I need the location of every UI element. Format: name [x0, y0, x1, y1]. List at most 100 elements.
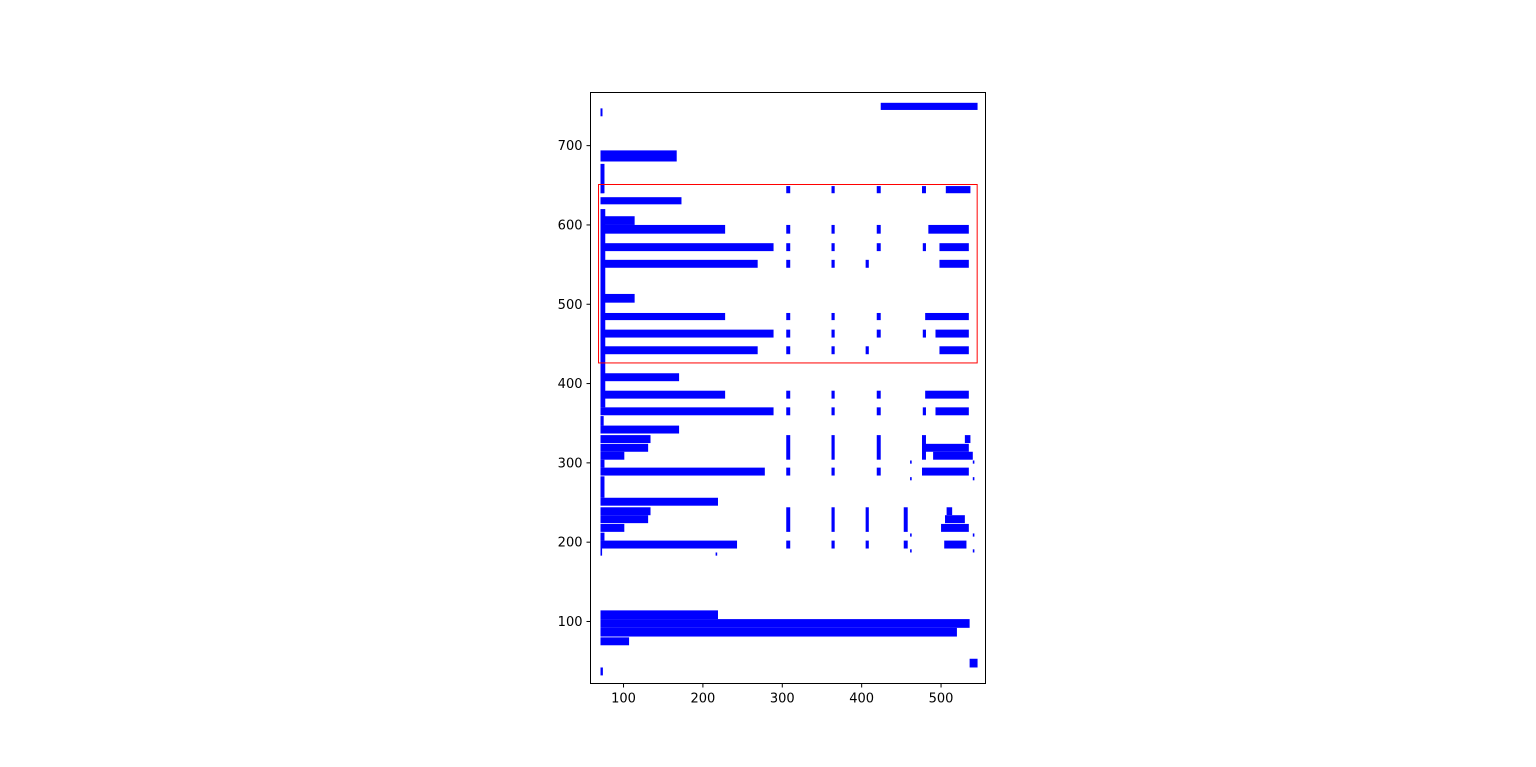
- rect-mark: [600, 435, 651, 444]
- rect-mark: [786, 346, 791, 355]
- rect-mark: [600, 243, 774, 252]
- y-tick-label: 700: [558, 139, 583, 154]
- rect-mark: [935, 407, 969, 416]
- rect-mark: [600, 197, 682, 205]
- rect-mark: [600, 373, 680, 382]
- rect-mark: [600, 108, 603, 117]
- rect-mark: [876, 407, 881, 416]
- rect-mark: [600, 329, 774, 338]
- rect-mark: [600, 346, 758, 355]
- rect-mark: [600, 467, 765, 476]
- rect-mark: [786, 540, 791, 549]
- rect-mark: [786, 507, 791, 532]
- rect-mark: [972, 460, 975, 464]
- rect-mark: [922, 243, 926, 252]
- rect-mark: [831, 507, 835, 532]
- rect-mark: [600, 459, 605, 468]
- x-tick-label: 200: [690, 692, 715, 707]
- rect-mark: [876, 390, 881, 399]
- x-tick-label: 300: [770, 692, 795, 707]
- rect-mark: [939, 243, 969, 252]
- x-tick-label: 400: [849, 692, 874, 707]
- rect-mark: [941, 523, 969, 532]
- y-tick-label: 600: [558, 218, 583, 233]
- rect-mark: [600, 610, 718, 620]
- y-tick-label: 500: [558, 298, 583, 313]
- rect-mark: [786, 259, 791, 268]
- rect-mark: [831, 259, 835, 268]
- rect-mark: [939, 346, 969, 355]
- rect-mark: [831, 540, 835, 549]
- rect-mark: [786, 467, 791, 476]
- rect-mark: [600, 293, 635, 303]
- rect-mark: [921, 467, 969, 476]
- rect-mark: [910, 533, 912, 537]
- rect-mark: [600, 259, 758, 268]
- rect-mark: [600, 532, 605, 541]
- rect-mark: [972, 549, 975, 553]
- rect-mark: [600, 416, 604, 426]
- rect-mark: [831, 243, 835, 252]
- x-tick-label: 500: [929, 692, 954, 707]
- rect-mark: [600, 619, 970, 628]
- rect-mark: [964, 435, 971, 444]
- x-tick-label: 100: [611, 692, 636, 707]
- rect-mark: [831, 467, 835, 476]
- y-tick-label: 200: [558, 536, 583, 551]
- rect-mark: [969, 658, 978, 668]
- chart-marks: [600, 102, 978, 676]
- rect-mark: [876, 243, 881, 252]
- rect-mark: [876, 312, 881, 321]
- rect-mark: [600, 407, 774, 416]
- rect-mark: [600, 390, 726, 399]
- rect-mark: [786, 435, 791, 460]
- rect-mark: [865, 507, 869, 532]
- rect-mark: [876, 467, 881, 476]
- rect-mark: [600, 523, 625, 532]
- rect-mark: [600, 209, 606, 408]
- rect-mark: [600, 540, 738, 549]
- rect-mark: [600, 451, 625, 460]
- rect-mark: [945, 186, 971, 194]
- rect-mark: [945, 515, 965, 524]
- rect-mark: [600, 507, 651, 516]
- rect-mark: [876, 435, 881, 460]
- rect-mark: [715, 552, 718, 556]
- rect-mark: [600, 224, 726, 234]
- rect-mark: [972, 477, 975, 481]
- rect-mark: [910, 460, 912, 464]
- rect-mark: [786, 243, 791, 252]
- y-tick-label: 300: [558, 456, 583, 471]
- rect-mark: [903, 540, 908, 549]
- rect-mark: [831, 407, 835, 416]
- rect-mark: [925, 390, 969, 399]
- rect-mark: [865, 346, 869, 355]
- plot-frame: [590, 92, 986, 684]
- rect-mark: [600, 163, 605, 194]
- rect-mark: [910, 549, 912, 553]
- rect-mark: [933, 451, 973, 460]
- rect-mark: [600, 667, 603, 676]
- rect-mark: [600, 497, 718, 506]
- rect-mark: [922, 329, 926, 338]
- rect-mark: [600, 443, 649, 452]
- rect-mark: [928, 224, 969, 234]
- rect-mark: [600, 548, 603, 556]
- y-tick-label: 100: [558, 615, 583, 630]
- highlight-box: [598, 183, 978, 364]
- rect-mark: [946, 507, 953, 516]
- rect-mark: [831, 224, 835, 234]
- rect-mark: [786, 390, 791, 399]
- rect-mark: [876, 186, 881, 194]
- rect-mark: [786, 407, 791, 416]
- rect-mark: [831, 186, 835, 194]
- rect-mark: [786, 312, 791, 321]
- rect-mark: [880, 102, 978, 110]
- rect-mark: [600, 216, 635, 225]
- rect-mark: [786, 224, 791, 234]
- rect-mark: [944, 540, 967, 549]
- rect-mark: [865, 259, 869, 268]
- rect-mark: [600, 312, 726, 321]
- rect-mark: [600, 476, 605, 498]
- rect-mark: [922, 407, 926, 416]
